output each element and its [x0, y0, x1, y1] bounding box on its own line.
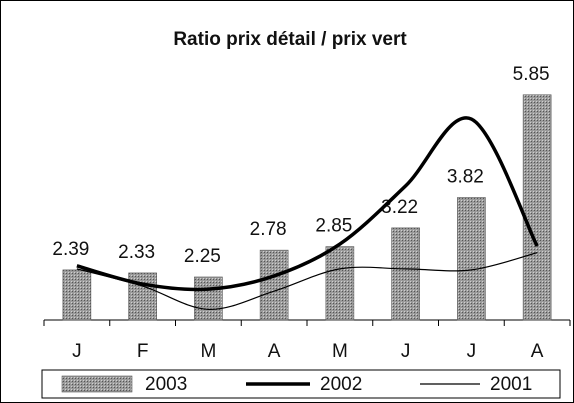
chart-title: Ratio prix détail / prix vert — [173, 29, 407, 50]
data-label: 5.85 — [513, 64, 550, 85]
legend-swatch — [61, 375, 133, 393]
legend-label: 2003 — [145, 374, 187, 395]
data-label: 2.85 — [315, 216, 352, 237]
legend-label: 2002 — [320, 374, 362, 395]
bar — [62, 269, 92, 321]
legend-box — [41, 369, 561, 399]
bar — [391, 227, 420, 321]
data-label: 2.39 — [52, 239, 89, 260]
x-tick-label: M — [200, 341, 216, 362]
line — [76, 252, 538, 310]
bar — [522, 94, 552, 321]
x-tick-label: A — [268, 341, 281, 362]
x-tick-label: A — [531, 341, 544, 362]
bar — [457, 197, 486, 321]
bar — [325, 246, 355, 321]
bar — [259, 249, 289, 321]
line — [76, 116, 539, 292]
x-tick-label: J — [72, 341, 82, 362]
bar — [194, 276, 223, 321]
bar — [128, 272, 157, 321]
data-label: 2.78 — [250, 219, 287, 240]
data-label: 3.82 — [447, 167, 484, 188]
x-tick-label: F — [137, 341, 149, 362]
x-tick-label: J — [467, 341, 477, 362]
x-tick-label: M — [332, 341, 348, 362]
x-tick-label: J — [401, 341, 411, 362]
legend-label: 2001 — [490, 374, 532, 395]
data-label: 2.25 — [184, 246, 221, 267]
data-label: 3.22 — [381, 197, 418, 218]
data-label: 2.33 — [118, 242, 155, 263]
